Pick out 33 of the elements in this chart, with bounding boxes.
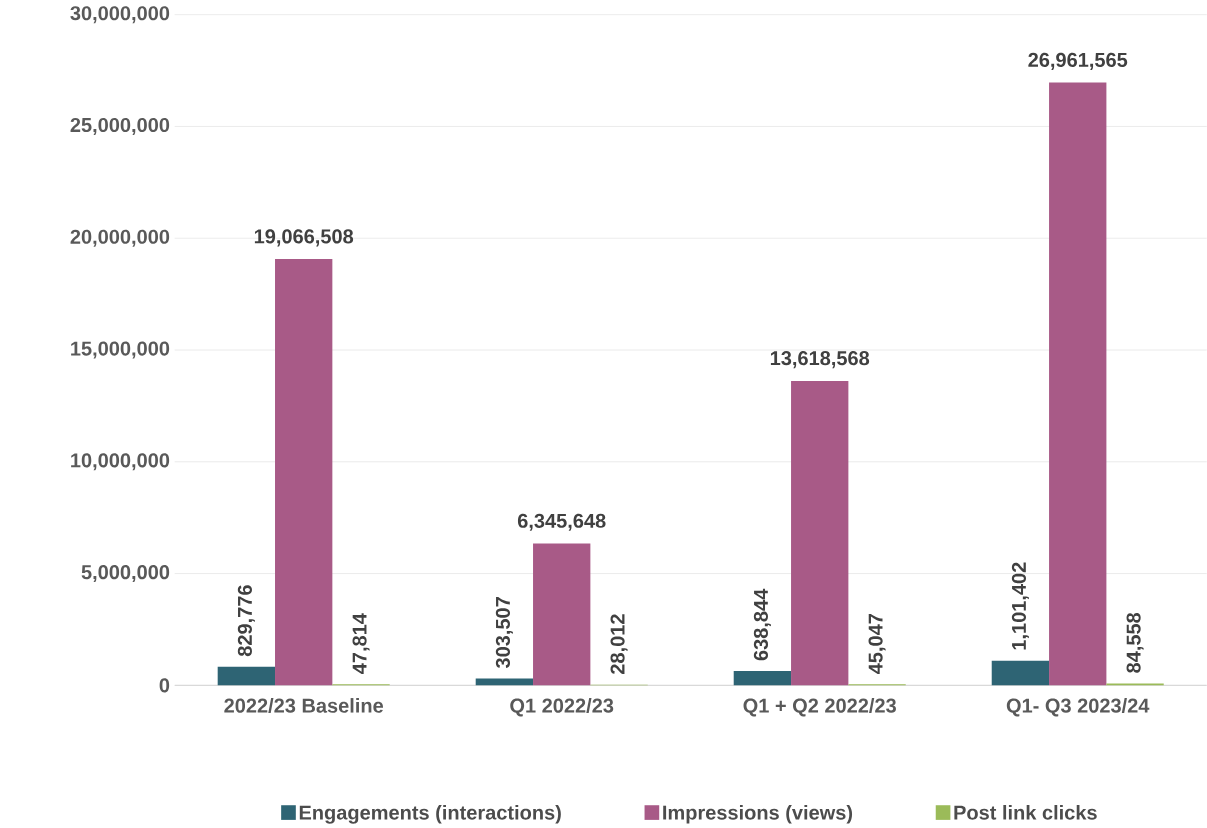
bar <box>275 259 333 686</box>
x-tick-label: 2022/23 Baseline <box>224 698 384 713</box>
data-label: 1,101,402 <box>1011 562 1029 650</box>
bar <box>533 543 591 686</box>
data-label: 28,012 <box>610 614 628 674</box>
legend-label: Impressions (views) <box>663 804 853 824</box>
y-tick-label: 15,000,000 <box>71 341 170 359</box>
legend-label: Post link clicks <box>954 804 1097 820</box>
y-tick-label: 20,000,000 <box>70 229 170 247</box>
data-label: 47,814 <box>352 613 370 674</box>
y-tick-label: 0 <box>159 678 170 693</box>
data-label: 26,961,565 <box>1028 52 1128 70</box>
data-label: 13,618,568 <box>770 351 870 369</box>
data-label: 303,507 <box>495 597 513 669</box>
bar <box>991 660 1050 686</box>
x-tick-label: Q1 + Q2 2022/23 <box>743 698 896 717</box>
data-label: 829,776 <box>237 585 255 657</box>
y-tick-label: 10,000,000 <box>71 453 170 471</box>
data-label: 638,844 <box>753 588 771 661</box>
y-tick-label: 25,000,000 <box>70 117 170 135</box>
bar <box>733 671 792 686</box>
y-tick-label: 30,000,000 <box>70 6 170 24</box>
legend-label: Engagements (interactions) <box>299 804 561 824</box>
data-label: 84,558 <box>1126 612 1144 673</box>
data-label: 45,047 <box>868 614 886 674</box>
y-tick-label: 5,000,000 <box>81 565 170 583</box>
bar <box>1049 82 1107 686</box>
bar <box>791 380 849 686</box>
data-label: 19,066,508 <box>254 229 354 247</box>
x-tick-label: Q1 2022/23 <box>510 698 614 717</box>
data-label: 6,345,648 <box>517 513 606 531</box>
x-tick-label: Q1- Q3 2023/24 <box>1006 698 1150 717</box>
bar <box>217 666 276 686</box>
